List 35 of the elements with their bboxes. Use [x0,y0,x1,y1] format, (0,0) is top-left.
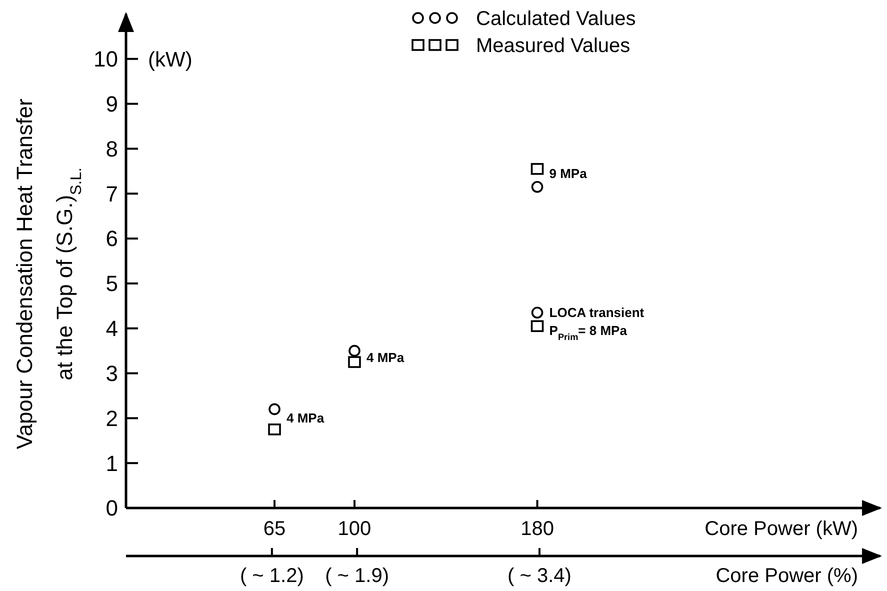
annotation: 9 MPa [549,166,588,181]
annotation: (kW) [148,48,192,72]
y-tick-label: 3 [106,360,118,386]
point [531,306,544,319]
x-tick-label: 180 [520,518,554,540]
point [268,424,281,436]
y-tick-label: 5 [106,271,118,296]
y-tick-label: 4 [106,316,118,342]
y-tick-label: 6 [106,226,118,252]
y-tick-label: 2 [106,406,118,431]
y-tick-label: 10 [94,46,118,72]
legend-label: Measured Values [476,35,630,57]
x-axis-title: Core Power (kW) [704,518,858,540]
annotation: 4 MPa [286,410,325,426]
point [268,403,280,416]
y-tick-label: 7 [106,181,118,206]
point [530,320,544,332]
legend-label: Calculated Values [476,8,636,30]
y-tick-label: 9 [106,92,118,117]
annotation: LOCA transient [549,305,645,320]
x2-tick-label: ( ~ 1.2) [240,565,304,587]
point [531,181,544,193]
x-tick-label: 100 [338,518,372,540]
y-tick-label: 1 [106,450,118,476]
point [348,356,361,368]
y-tick-label: 0 [106,496,118,521]
annotation: 4 MPa [366,350,405,366]
y-tick-label: 8 [106,136,118,162]
point [348,344,360,357]
x2-tick-label: ( ~ 3.4) [508,565,572,587]
point [530,163,544,175]
x-tick-label: 65 [263,518,286,540]
annotation: P$_{Prim}$= 8 MPa [549,323,628,342]
x2-axis-title: Core Power (%) [716,565,858,587]
x2-tick-label: ( ~ 1.9) [325,565,390,587]
